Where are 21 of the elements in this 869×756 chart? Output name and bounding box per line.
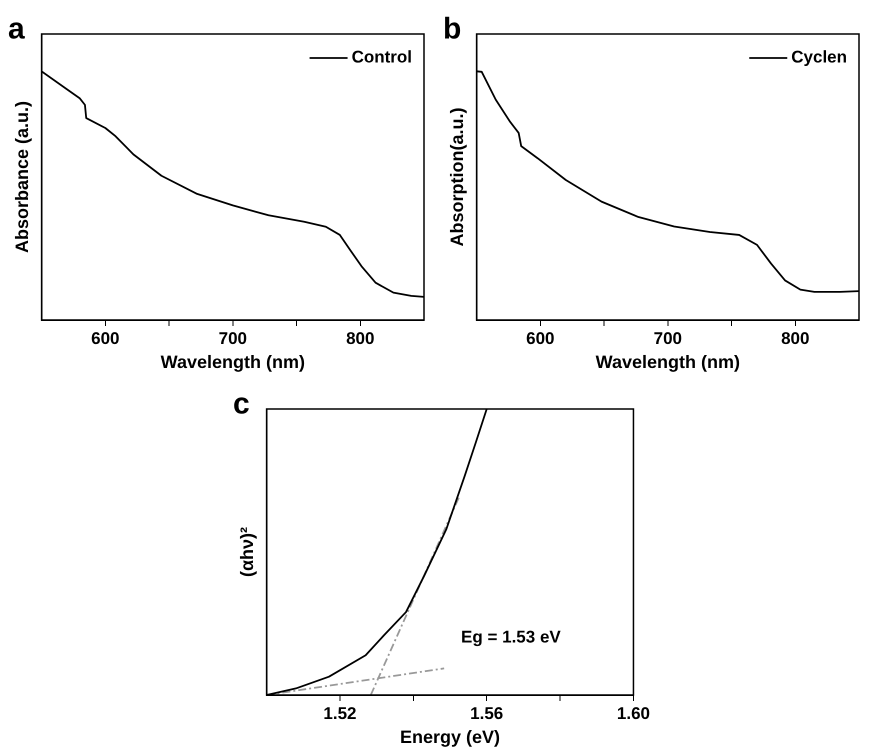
x-axis-title: Wavelength (nm) [160, 352, 305, 372]
chart-title: c [233, 387, 250, 420]
x-tick-label: 700 [654, 328, 682, 348]
x-tick-label: 800 [781, 328, 810, 348]
x-tick-label: 700 [218, 328, 247, 348]
x-tick-label: 1.56 [470, 704, 504, 723]
legend-label: Cyclen [791, 48, 847, 67]
x-tick-label: 1.52 [323, 704, 357, 723]
y-axis-title: Absorption(a.u.) [446, 108, 467, 246]
x-axis-title: Wavelength (nm) [596, 352, 740, 372]
legend-label: Control [352, 48, 412, 67]
y-axis-title: (αhν)² [236, 526, 257, 578]
x-axis-title: Energy (eV) [400, 727, 500, 748]
y-axis-title: Absorbance (a.u.) [12, 100, 32, 254]
x-tick-label: 600 [526, 328, 555, 348]
x-tick-label: 600 [91, 328, 120, 348]
x-tick-label: 1.60 [616, 704, 650, 723]
x-tick-label: 800 [346, 328, 374, 348]
annotation: Eg = 1.53 eV [461, 627, 562, 646]
chart-title: b [443, 12, 462, 46]
chart-title: a [8, 12, 25, 46]
